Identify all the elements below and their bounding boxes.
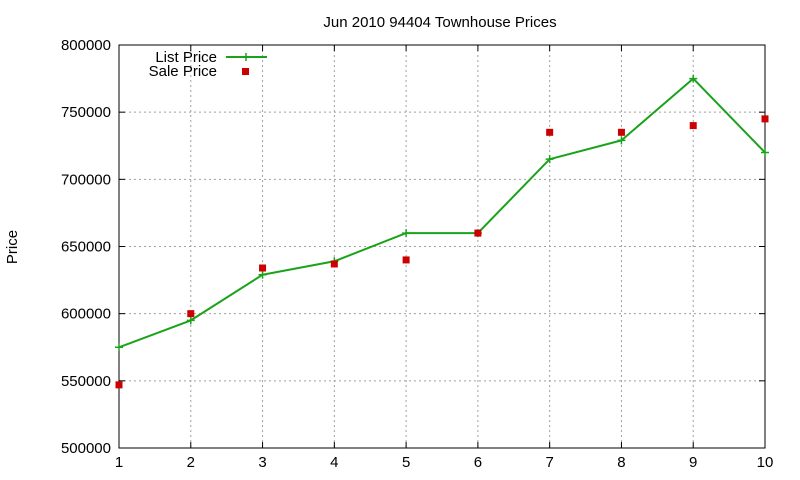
y-tick-label: 550000 [61, 373, 111, 390]
sale-price-point [259, 264, 267, 272]
sale-price-point [115, 381, 123, 389]
y-tick-label: 750000 [61, 104, 111, 121]
grid [119, 45, 765, 448]
x-tick-label: 8 [617, 454, 625, 471]
x-tick-label: 4 [330, 454, 338, 471]
list-price-point [402, 229, 411, 238]
list-price-point [545, 155, 554, 164]
y-tick-label: 650000 [61, 239, 111, 256]
legend-marker-list-price [242, 53, 250, 61]
x-tick-label: 3 [258, 454, 266, 471]
sale-price-point [187, 310, 195, 318]
list-price-point [617, 136, 626, 145]
y-axis-label: Price [4, 230, 21, 264]
y-tick-label: 600000 [61, 306, 111, 323]
legend-label-sale-price: Sale Price [149, 63, 217, 80]
sale-price-point [689, 122, 697, 130]
sale-price-point [474, 229, 482, 237]
list-price-point [689, 74, 698, 83]
legend-label-list-price: List Price [155, 49, 217, 66]
sale-price-point [617, 128, 625, 136]
sale-price-point [330, 260, 338, 268]
chart-title: Jun 2010 94404 Townhouse Prices [323, 14, 556, 31]
sale-price-point [761, 115, 769, 123]
axis-ticks: 500000 550000 600000 650000 700000 750000 8000… [61, 37, 773, 471]
legend: List Price Sale Price [149, 49, 267, 80]
sale-price-point [546, 128, 554, 136]
series [115, 74, 769, 389]
x-tick-label: 10 [757, 454, 774, 471]
x-tick-label: 5 [402, 454, 410, 471]
list-price-point [186, 316, 195, 325]
y-tick-label: 800000 [61, 37, 111, 54]
list-price-line [118, 77, 766, 349]
x-tick-label: 1 [115, 454, 123, 471]
legend-marker-sale-price [242, 68, 249, 75]
sale-price-point [402, 256, 410, 264]
list-price-point [258, 270, 267, 279]
list-price-point [115, 343, 123, 352]
x-tick-label: 9 [689, 454, 697, 471]
x-tick-label: 2 [187, 454, 195, 471]
x-tick-label: 6 [474, 454, 482, 471]
y-tick-label: 500000 [61, 440, 111, 457]
list-price-point [761, 148, 769, 157]
y-tick-label: 700000 [61, 171, 111, 188]
x-tick-label: 7 [545, 454, 553, 471]
